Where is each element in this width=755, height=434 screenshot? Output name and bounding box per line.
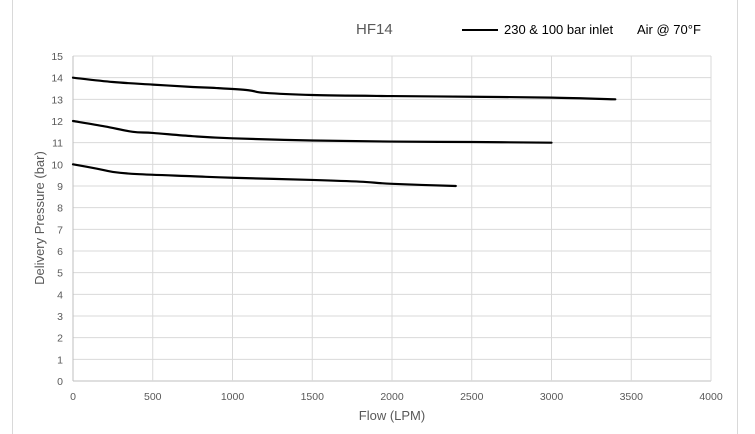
y-tick-label: 0 xyxy=(57,376,63,388)
x-tick-label: 0 xyxy=(70,391,76,403)
y-tick-label: 13 xyxy=(51,94,63,106)
chart-title: HF14 xyxy=(356,21,393,38)
y-tick-label: 14 xyxy=(51,73,63,85)
legend: 230 & 100 bar inlet xyxy=(462,22,613,37)
y-tick-label: 1 xyxy=(57,354,63,366)
y-tick-label: 8 xyxy=(57,203,63,215)
x-tick-label: 1000 xyxy=(221,391,245,403)
x-tick-label: 2000 xyxy=(380,391,404,403)
data-series xyxy=(71,76,617,188)
x-axis-ticks: 0 500 1000 1500 2000 2500 3000 3500 4000 xyxy=(70,391,723,403)
series-line xyxy=(71,76,617,101)
chart-frame xyxy=(12,0,738,434)
y-tick-label: 9 xyxy=(57,181,63,193)
y-tick-label: 11 xyxy=(52,138,63,150)
y-tick-label: 15 xyxy=(51,51,63,63)
x-axis-title: Flow (LPM) xyxy=(359,408,425,423)
series-line xyxy=(71,119,553,144)
condition-note: Air @ 70°F xyxy=(637,22,701,37)
y-tick-label: 2 xyxy=(57,333,63,345)
x-tick-label: 3000 xyxy=(540,391,564,403)
y-tick-label: 4 xyxy=(57,289,63,301)
x-tick-label: 500 xyxy=(144,391,162,403)
y-tick-label: 7 xyxy=(57,224,63,236)
x-tick-label: 2500 xyxy=(460,391,484,403)
y-tick-label: 3 xyxy=(57,311,63,323)
legend-line-swatch xyxy=(462,28,498,31)
y-tick-label: 12 xyxy=(51,116,63,128)
x-tick-label: 4000 xyxy=(699,391,723,403)
y-tick-label: 10 xyxy=(51,159,63,171)
x-tick-label: 1500 xyxy=(301,391,325,403)
gridlines xyxy=(72,55,712,382)
y-tick-label: 5 xyxy=(57,268,63,280)
x-tick-label: 3500 xyxy=(620,391,644,403)
y-axis-title: Delivery Pressure (bar) xyxy=(32,151,47,285)
legend-label: 230 & 100 bar inlet xyxy=(504,22,614,37)
series-line xyxy=(71,163,457,188)
y-tick-label: 6 xyxy=(57,246,63,258)
